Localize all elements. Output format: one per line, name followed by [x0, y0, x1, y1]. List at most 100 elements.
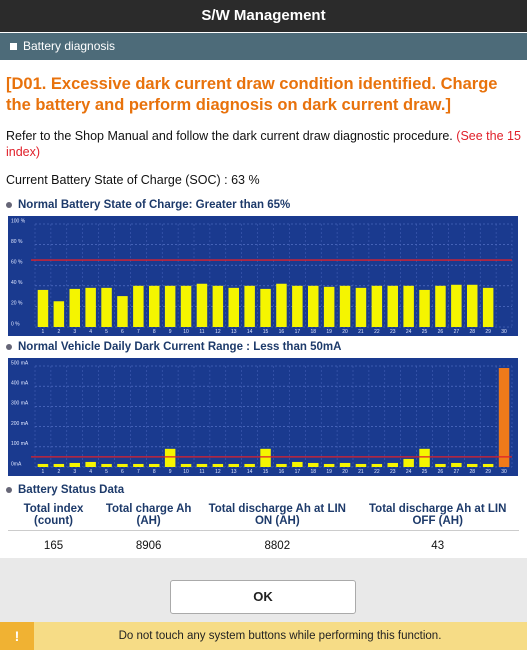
bar [228, 463, 239, 467]
x-tick-label: 26 [438, 329, 444, 335]
index-link[interactable]: (See the 15 index) [6, 129, 521, 159]
x-tick-label: 2 [57, 329, 60, 335]
x-tick-label: 22 [374, 469, 380, 475]
x-tick-label: 8 [153, 329, 156, 335]
section-bar: Battery diagnosis [0, 33, 527, 60]
chart-title: Normal Vehicle Daily Dark Current Range … [6, 341, 341, 353]
warning-icon: ! [0, 622, 34, 650]
bar [117, 463, 128, 467]
x-tick-label: 18 [310, 329, 316, 335]
y-tick-label: 20 % [11, 301, 23, 307]
bar [196, 463, 208, 467]
bar [292, 461, 303, 467]
table-cell: 8906 [135, 539, 162, 552]
table-cell: 43 [431, 539, 445, 552]
x-tick-label: 28 [469, 469, 475, 475]
bar [69, 462, 80, 467]
bar [260, 288, 271, 327]
bar [85, 461, 96, 467]
section-title: Battery diagnosis [23, 39, 116, 53]
bar [37, 289, 49, 327]
bar [164, 285, 176, 327]
table-cell: 8802 [264, 539, 291, 552]
soc-text: Current Battery State of Charge (SOC) : … [6, 173, 260, 187]
x-tick-label: 4 [89, 329, 92, 335]
x-tick-label: 1 [42, 469, 45, 475]
x-tick-label: 1 [42, 329, 45, 335]
x-tick-label: 25 [422, 329, 428, 335]
x-tick-label: 9 [169, 469, 172, 475]
x-tick-label: 15 [263, 329, 269, 335]
bar [53, 463, 65, 467]
x-tick-label: 22 [374, 329, 380, 335]
bar [117, 296, 128, 327]
table-title: Battery Status Data [6, 484, 124, 496]
x-tick-label: 21 [358, 469, 364, 475]
x-tick-label: 13 [231, 329, 237, 335]
x-tick-label: 13 [231, 469, 237, 475]
x-tick-label: 8 [153, 469, 156, 475]
table-header: Total discharge Ah at LIN ON (AH) [198, 500, 357, 531]
x-tick-label: 20 [342, 329, 348, 335]
bar [371, 285, 383, 327]
x-tick-label: 30 [501, 329, 507, 335]
table-header: Total charge Ah (AH) [99, 500, 199, 531]
bar [387, 462, 398, 467]
y-tick-label: 0mA [11, 461, 22, 467]
bar [180, 463, 192, 467]
chart-title: Normal Battery State of Charge: Greater … [6, 199, 290, 211]
instruction-text: Refer to the Shop Manual and follow the … [6, 129, 453, 143]
bar [133, 285, 144, 327]
x-tick-label: 6 [121, 329, 124, 335]
soc-chart: 0 %20 %40 %60 %80 %100 %1 2 3 4 5 6 7 8 9 10 11 12 1… [8, 216, 518, 336]
bar [451, 284, 462, 327]
bar [37, 463, 49, 467]
warning-text: Do not touch any system buttons while pe… [118, 630, 442, 642]
x-tick-label: 9 [169, 329, 172, 335]
bar [244, 285, 255, 327]
instruction: Refer to the Shop Manual and follow the … [6, 128, 521, 160]
bar [149, 285, 160, 327]
bar [244, 463, 255, 467]
bar [482, 287, 494, 327]
bar [482, 463, 494, 467]
x-tick-label: 29 [485, 469, 491, 475]
ok-button[interactable]: OK [170, 580, 356, 614]
y-tick-label: 80 % [11, 239, 23, 245]
x-tick-label: 29 [485, 329, 491, 335]
x-tick-label: 17 [295, 329, 301, 335]
bar [101, 287, 112, 327]
x-tick-label: 14 [247, 469, 253, 475]
x-tick-label: 14 [247, 329, 253, 335]
x-tick-label: 15 [263, 469, 269, 475]
x-tick-label: 2 [57, 469, 60, 475]
x-tick-label: 20 [342, 469, 348, 475]
y-tick-label: 400 mA [11, 381, 29, 387]
bar [212, 463, 224, 467]
bar [355, 463, 367, 467]
bar [339, 462, 351, 467]
x-tick-label: 3 [73, 469, 76, 475]
bar [467, 284, 478, 327]
bar [260, 448, 271, 467]
bar [228, 287, 239, 327]
bar [371, 463, 383, 467]
bar [149, 463, 160, 467]
bar [276, 463, 287, 467]
y-tick-label: 60 % [11, 260, 23, 266]
bar [133, 463, 144, 467]
x-tick-label: 5 [105, 329, 108, 335]
bar [180, 285, 192, 327]
x-tick-label: 3 [73, 329, 76, 335]
bar [467, 463, 478, 467]
bar [403, 285, 414, 327]
x-tick-label: 10 [183, 329, 189, 335]
status-table: Total index (count) Total charge Ah (AH) T… [8, 500, 519, 560]
x-tick-label: 25 [422, 469, 428, 475]
bar [339, 285, 351, 327]
x-tick-label: 12 [215, 469, 221, 475]
x-tick-label: 19 [326, 469, 332, 475]
bar [387, 285, 398, 327]
